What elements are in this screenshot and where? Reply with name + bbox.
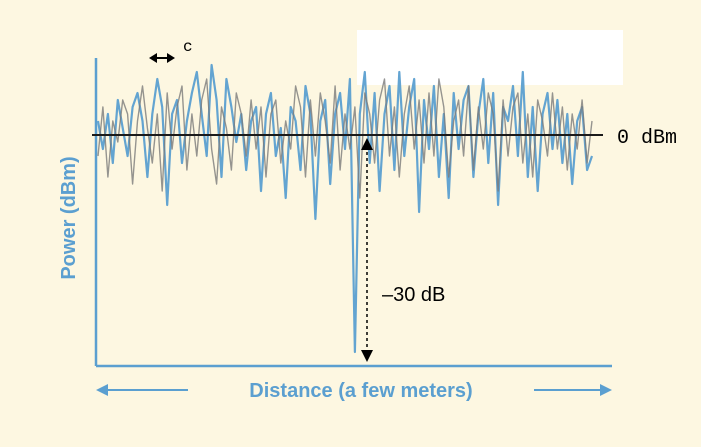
series-layer: [96, 63, 594, 354]
series-line-1: [96, 63, 594, 354]
x-label-arrowhead-right-icon: [600, 384, 612, 396]
coherence-arrowhead-left-icon: [149, 53, 157, 63]
x-label-arrowhead-left-icon: [96, 384, 108, 396]
fade-arrowhead-down-icon: [361, 350, 373, 362]
series-line-2: [97, 78, 593, 199]
y-axis-label: Power (dBm): [58, 156, 80, 279]
x-axis-label: Distance (a few meters): [249, 380, 472, 402]
coherence-arrowhead-right-icon: [167, 53, 175, 63]
fade-depth-label: –30 dB: [382, 284, 445, 306]
reference-level-label: 0 dBm: [617, 127, 677, 150]
fade-arrowhead-up-icon: [361, 138, 373, 150]
coherence-label: c: [183, 38, 193, 56]
blank-label-box: [357, 30, 623, 85]
